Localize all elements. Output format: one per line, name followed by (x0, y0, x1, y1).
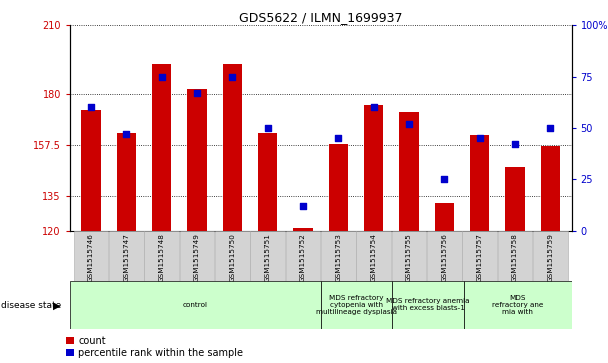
Bar (464, 281, 572, 329)
Point (86, 105, 96, 110)
Bar (152, 64, 171, 231)
Bar (329, 144, 348, 231)
Bar (541, 146, 560, 231)
Bar (462, 231, 497, 281)
Text: MDS refractory anemia
with excess blasts-1: MDS refractory anemia with excess blasts… (387, 298, 470, 311)
Bar (258, 132, 277, 231)
Bar (356, 231, 391, 281)
Bar (427, 231, 461, 281)
Bar (223, 64, 242, 231)
Bar (399, 112, 419, 231)
Point (298, 203, 308, 209)
Bar (109, 231, 143, 281)
Bar (180, 231, 215, 281)
Text: GSM1515750: GSM1515750 (229, 233, 235, 282)
Bar (505, 167, 525, 231)
Bar (392, 281, 464, 329)
Text: GSM1515754: GSM1515754 (371, 233, 377, 282)
Text: GSM1515752: GSM1515752 (300, 233, 306, 282)
Bar (364, 105, 384, 231)
Point (510, 142, 520, 147)
Text: control: control (183, 302, 208, 308)
Point (263, 125, 272, 131)
Point (227, 74, 237, 79)
Bar (435, 203, 454, 231)
Bar (250, 231, 285, 281)
Bar (321, 231, 356, 281)
Point (334, 135, 344, 141)
Text: MDS
refractory ane
mia with: MDS refractory ane mia with (492, 295, 544, 315)
Legend: count, percentile rank within the sample: count, percentile rank within the sample (66, 336, 243, 358)
Text: GSM1515749: GSM1515749 (194, 233, 200, 282)
Bar (286, 231, 320, 281)
Bar (293, 228, 313, 231)
Text: GSM1515753: GSM1515753 (336, 233, 341, 282)
Bar (392, 231, 426, 281)
Text: GSM1515751: GSM1515751 (264, 233, 271, 282)
Bar (145, 231, 179, 281)
Bar (533, 231, 568, 281)
Text: ▶: ▶ (53, 301, 60, 311)
Point (369, 105, 379, 110)
Title: GDS5622 / ILMN_1699937: GDS5622 / ILMN_1699937 (239, 11, 402, 24)
Text: GSM1515756: GSM1515756 (441, 233, 447, 282)
Bar (117, 132, 136, 231)
Bar (498, 231, 533, 281)
Bar (81, 110, 101, 231)
Point (404, 121, 414, 127)
Bar (74, 231, 108, 281)
Text: GSM1515746: GSM1515746 (88, 233, 94, 282)
Point (475, 135, 485, 141)
Text: GSM1515747: GSM1515747 (123, 233, 130, 282)
Text: GSM1515748: GSM1515748 (159, 233, 165, 282)
Text: disease state: disease state (1, 301, 61, 310)
Text: GSM1515755: GSM1515755 (406, 233, 412, 282)
Point (157, 74, 167, 79)
Point (440, 176, 449, 182)
Bar (470, 135, 489, 231)
Text: GSM1515757: GSM1515757 (477, 233, 483, 282)
Point (545, 125, 555, 131)
Bar (70, 281, 321, 329)
Bar (187, 89, 207, 231)
Text: GSM1515758: GSM1515758 (512, 233, 518, 282)
Text: MDS refractory
cytopenia with
multilineage dysplasia: MDS refractory cytopenia with multilinea… (316, 295, 397, 315)
Bar (215, 231, 250, 281)
Bar (321, 281, 392, 329)
Point (192, 90, 202, 96)
Point (122, 131, 131, 137)
Text: GSM1515759: GSM1515759 (547, 233, 553, 282)
